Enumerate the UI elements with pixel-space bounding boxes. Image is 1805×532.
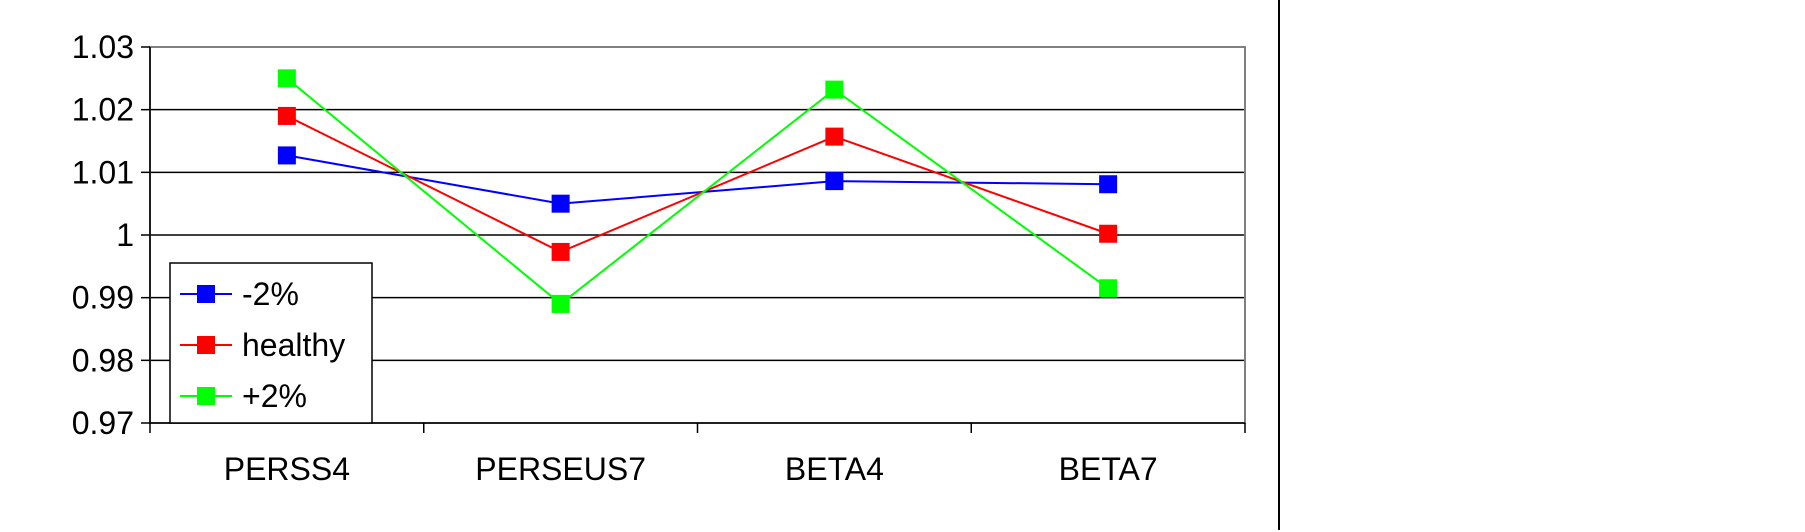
- series-line: [286, 154, 1109, 205]
- legend-label: +2%: [242, 378, 307, 414]
- data-point: [825, 172, 844, 191]
- series-line: [286, 77, 1109, 306]
- x-tick-label: PERSEUS7: [475, 451, 646, 487]
- y-tick-label: 0.99: [72, 280, 134, 316]
- data-point: [277, 106, 296, 125]
- data-point: [551, 194, 570, 213]
- y-tick-label: 1: [116, 217, 134, 253]
- legend-marker: [197, 285, 215, 303]
- data-point: [1099, 279, 1118, 298]
- x-tick-label: BETA4: [785, 451, 884, 487]
- y-tick-label: 1.01: [72, 154, 134, 190]
- chart-frame: 0.97 0.98 0.99 1 1.01 1.02 1.03 PERSS4 PERSEUS7…: [72, 0, 1280, 530]
- legend: -2% healthy +2%: [169, 262, 373, 424]
- data-point: [277, 69, 296, 88]
- data-point: [551, 294, 570, 313]
- y-tick-label: 1.02: [72, 92, 134, 128]
- line-chart: 0.97 0.98 0.99 1 1.01 1.02 1.03 PERSS4 PERSEUS7…: [72, 29, 1246, 487]
- series: [277, 69, 1118, 313]
- data-point: [277, 146, 296, 165]
- series-line: [286, 115, 1109, 254]
- y-tick-labels: 0.97 0.98 0.99 1 1.01 1.02 1.03: [72, 29, 134, 441]
- data-point: [1099, 175, 1118, 194]
- data-point: [551, 242, 570, 261]
- y-tick-label: 0.98: [72, 342, 134, 378]
- legend-label: -2%: [242, 276, 299, 312]
- x-tick-label: BETA7: [1059, 451, 1158, 487]
- legend-marker: [197, 336, 215, 354]
- y-tick-label: 1.03: [72, 29, 134, 65]
- data-point: [1099, 224, 1118, 243]
- legend-marker: [197, 387, 215, 405]
- y-tick-label: 0.97: [72, 405, 134, 441]
- legend-label: healthy: [242, 327, 345, 363]
- data-point: [825, 127, 844, 146]
- x-tick-labels: PERSS4 PERSEUS7 BETA4 BETA7: [224, 451, 1158, 487]
- data-point: [825, 80, 844, 99]
- x-tick-label: PERSS4: [224, 451, 350, 487]
